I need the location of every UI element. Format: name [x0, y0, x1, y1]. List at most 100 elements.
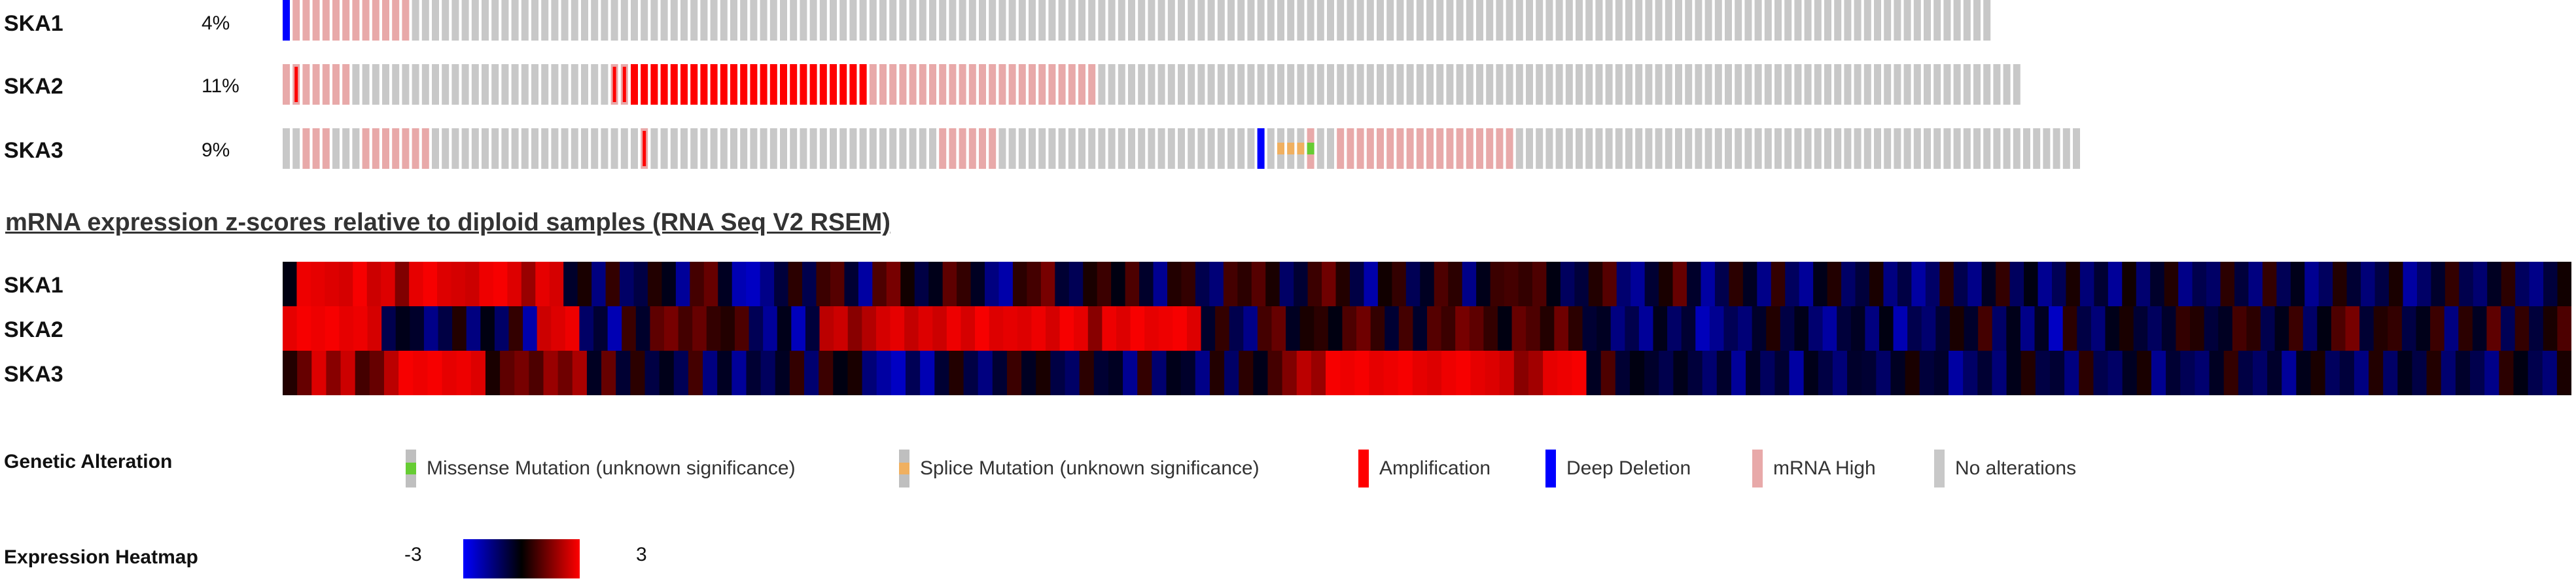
oncoprint-cell-ska1 [352, 0, 360, 41]
heatmap-cell-ska1 [2024, 262, 2039, 306]
heatmap-cell-ska3 [2426, 351, 2442, 395]
oncoprint-cell-ska1 [432, 0, 439, 41]
oncoprint-cell-ska2 [1794, 64, 1802, 105]
oncoprint-cell-ska1 [919, 0, 926, 41]
heatmap-cell-ska1 [2009, 262, 2024, 306]
heatmap-cell-ska2 [1879, 306, 1894, 351]
heatmap-cell-ska2 [1992, 306, 2007, 351]
oncoprint-cell-ska1 [1555, 0, 1563, 41]
heatmap-cell-ska1 [1602, 262, 1617, 306]
oncoprint-cell-ska2 [2003, 64, 2011, 105]
oncoprint-cell-ska1 [1297, 0, 1305, 41]
heatmap-cell-ska2 [1568, 306, 1583, 351]
heatmap-cell-ska3 [1963, 351, 1978, 395]
oncoprint-cell-ska3 [1854, 128, 1861, 169]
oncoprint-cell-ska3 [1356, 128, 1364, 169]
heatmap-cell-ska3 [2528, 351, 2543, 395]
oncoprint-cell-ska1 [1277, 0, 1284, 41]
oncoprint-cell-ska1 [491, 0, 499, 41]
oncoprint-cell-ska2 [1536, 64, 1544, 105]
oncoprint-cell-ska3 [1148, 128, 1156, 169]
heatmap-cell-ska1 [507, 262, 522, 306]
heatmap-cell-ska3 [1470, 351, 1486, 395]
heatmap-cell-ska1 [2164, 262, 2179, 306]
oncoprint-cell-ska1 [1257, 0, 1265, 41]
heatmap-cell-ska1 [1588, 262, 1603, 306]
heatmap-cell-ska2 [1808, 306, 1824, 351]
heatmap-cell-ska3 [2006, 351, 2022, 395]
heatmap-cell-ska1 [1939, 262, 1954, 306]
oncoprint-cell-ska3 [1704, 128, 1712, 169]
oncoprint-cell-ska1 [1943, 0, 1951, 41]
oncoprint-cell-ska2 [939, 64, 947, 105]
oncoprint-cell-ska2 [690, 64, 698, 105]
heatmap-cell-ska1 [366, 262, 381, 306]
oncoprint-cell-ska1 [1426, 0, 1434, 41]
oncoprint-cell-ska3 [392, 128, 400, 169]
oncoprint-cell-ska1 [1983, 0, 1991, 41]
heatmap-cell-ska1 [1377, 262, 1392, 306]
heatmap-cell-ska3 [1253, 351, 1269, 395]
oncoprint-cell-ska2 [641, 64, 648, 105]
oncoprint-cell-ska1 [1704, 0, 1712, 41]
oncoprint-cell-ska1 [1714, 0, 1722, 41]
missense-mutation-mark [1307, 143, 1314, 154]
oncoprint-cell-ska2 [581, 64, 588, 105]
expression-gradient-bar [463, 539, 580, 578]
heatmap-cell-ska1 [1027, 262, 1042, 306]
oncoprint-cell-ska2 [839, 64, 847, 105]
oncoprint-cell-ska3 [1585, 128, 1593, 169]
oncoprint-cell-ska3 [1138, 128, 1146, 169]
oncoprint-cell-ska3 [501, 128, 509, 169]
oncoprint-cell-ska2 [1307, 64, 1314, 105]
oncoprint-cell-ska1 [780, 0, 787, 41]
heatmap-cell-ska2 [296, 306, 311, 351]
heatmap-cell-ska1 [2136, 262, 2151, 306]
heatmap-cell-ska2 [875, 306, 891, 351]
heatmap-cell-ska1 [998, 262, 1014, 306]
gene-label-ska2: SKA2 [4, 74, 63, 99]
heatmap-cell-ska1 [2444, 262, 2460, 306]
heatmap-cell-ska1 [353, 262, 368, 306]
legend-label-no-alterations: No alterations [1955, 457, 2077, 479]
oncoprint-cell-ska3 [1894, 128, 1901, 169]
heatmap-cell-ska3 [703, 351, 718, 395]
heatmap-cell-ska1 [2318, 262, 2333, 306]
oncoprint-cell-ska3 [1784, 128, 1792, 169]
heatmap-cell-ska2 [1865, 306, 1880, 351]
oncoprint-cell-ska3 [631, 128, 638, 169]
heatmap-cell-ska1 [1335, 262, 1350, 306]
oncoprint-cell-ska1 [1098, 0, 1106, 41]
heatmap-cell-ska3 [644, 351, 660, 395]
oncoprint-cell-ska2 [1973, 64, 1981, 105]
heatmap-cell-ska2 [1483, 306, 1498, 351]
oncoprint-cell-ska1 [1526, 0, 1533, 41]
heatmap-cell-ska1 [1265, 262, 1280, 306]
oncoprint-cell-ska2 [1983, 64, 1991, 105]
heatmap-cell-ska1 [2416, 262, 2431, 306]
heatmap-cell-ska2 [1059, 306, 1074, 351]
oncoprint-cell-ska1 [1814, 0, 1822, 41]
oncoprint-cell-ska1 [680, 0, 688, 41]
splice-mutation-mark [1277, 143, 1284, 154]
heatmap-cell-ska2 [1582, 306, 1597, 351]
heatmap-cell-ska3 [456, 351, 472, 395]
heatmap-cell-ska1 [2459, 262, 2474, 306]
oncoprint-cell-ska2 [1237, 64, 1245, 105]
heatmap-cell-ska1 [1294, 262, 1309, 306]
heatmap-cell-ska3 [1441, 351, 1456, 395]
oncoprint-cell-ska1 [581, 0, 588, 41]
oncoprint-cell-ska3 [2013, 128, 2020, 169]
oncoprint-cell-ska1 [1416, 0, 1424, 41]
oncoprint-cell-ska2 [1476, 64, 1483, 105]
heatmap-gene-ska1: SKA1 [4, 273, 63, 298]
oncoprint-cell-ska2 [769, 64, 777, 105]
heatmap-cell-ska3 [1195, 351, 1210, 395]
heatmap-cell-ska1 [2501, 262, 2516, 306]
heatmap-cell-ska3 [1629, 351, 1645, 395]
heatmap-cell-ska3 [601, 351, 616, 395]
heatmap-cell-ska1 [1532, 262, 1547, 306]
oncoprint-cell-ska2 [591, 64, 599, 105]
oncoprint-cell-ska1 [1406, 0, 1414, 41]
heatmap-cell-ska1 [1307, 262, 1322, 306]
